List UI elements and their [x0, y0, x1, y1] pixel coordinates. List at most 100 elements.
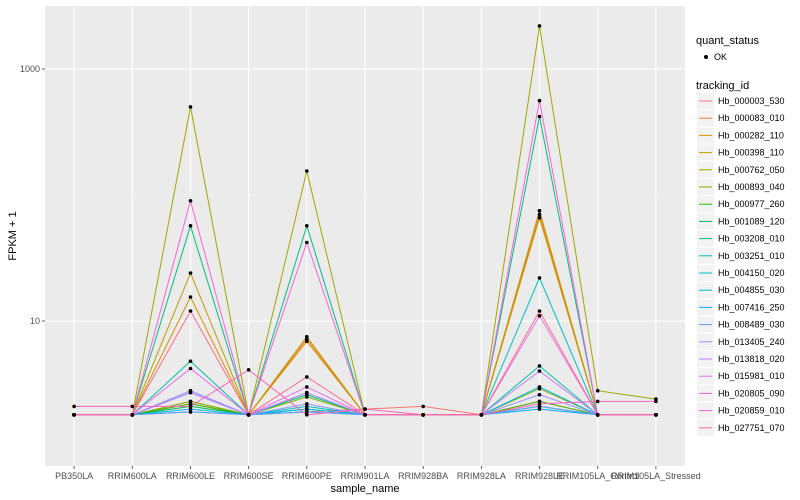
- data-point: [537, 385, 542, 389]
- data-point: [246, 368, 251, 372]
- x-tick-label: RRIM105LA_Control: [556, 471, 639, 481]
- data-point: [654, 413, 658, 417]
- y-tick-label: 1000: [20, 64, 40, 74]
- data-point: [305, 169, 309, 173]
- data-point: [421, 413, 426, 417]
- x-axis-title: sample_name: [330, 483, 399, 495]
- legend-label: Hb_000893_040: [718, 182, 785, 192]
- data-point: [537, 98, 542, 103]
- quant-status-ok-marker: [704, 55, 708, 59]
- legend-label: Hb_027751_070: [718, 423, 785, 433]
- data-point: [188, 199, 193, 203]
- series-points: [72, 24, 658, 417]
- data-point: [363, 413, 367, 417]
- data-point: [537, 314, 542, 318]
- data-point: [537, 392, 542, 397]
- data-point: [305, 375, 309, 379]
- x-tick-label: RRIM928LE: [515, 471, 564, 481]
- x-tick-label: RRIM928BA: [398, 471, 448, 481]
- legend-label: Hb_013818_020: [718, 354, 785, 364]
- data-point: [246, 413, 251, 417]
- data-point: [305, 410, 309, 414]
- grid-lines: [45, 6, 685, 466]
- data-point: [654, 399, 658, 404]
- legend-items: Hb_000003_530 Hb_000083_010 Hb_000282_110 H…: [697, 93, 785, 436]
- data-point: [188, 399, 193, 404]
- data-point: [188, 295, 193, 299]
- data-point: [188, 402, 193, 406]
- data-point: [537, 369, 542, 373]
- data-point: [130, 404, 135, 409]
- data-point: [188, 224, 193, 228]
- data-point: [305, 224, 309, 228]
- data-point: [363, 407, 367, 411]
- data-point: [188, 105, 193, 109]
- data-point: [595, 399, 600, 404]
- quant-status-legend-title: quant_status: [696, 35, 759, 47]
- data-point: [72, 413, 76, 417]
- data-point: [305, 402, 309, 406]
- legend-label: Hb_001089_120: [718, 216, 785, 226]
- data-point: [537, 212, 542, 217]
- x-tick-label: PB350LA: [55, 471, 93, 481]
- legend-label: Hb_000762_050: [718, 165, 785, 175]
- data-point: [188, 309, 193, 313]
- data-point: [305, 339, 309, 344]
- data-point: [537, 402, 542, 406]
- data-point: [188, 359, 193, 364]
- legend-label: Hb_000282_110: [718, 130, 784, 140]
- data-point: [479, 413, 484, 417]
- data-point: [595, 413, 600, 417]
- data-point: [305, 385, 309, 389]
- x-tick-label: RRIM600SE: [224, 471, 274, 481]
- legend-label: Hb_000003_530: [718, 96, 785, 106]
- data-point: [305, 413, 309, 417]
- data-point: [537, 114, 542, 119]
- data-point: [188, 390, 193, 395]
- data-point: [537, 24, 542, 28]
- x-tick-label: RRIM600PE: [282, 471, 332, 481]
- data-point: [188, 410, 193, 414]
- data-point: [305, 334, 309, 339]
- data-point: [537, 364, 542, 368]
- data-point: [305, 390, 309, 395]
- data-point: [595, 388, 600, 393]
- legend-label: Hb_004150_020: [718, 268, 785, 278]
- data-point: [537, 215, 542, 220]
- x-tick-label: RRIM901LA: [340, 471, 389, 481]
- legend-label: Hb_004855_030: [718, 285, 785, 295]
- legend-label: Hb_013405_240: [718, 337, 785, 347]
- tracking-id-legend-title: tracking_id: [696, 80, 749, 92]
- data-point: [537, 309, 542, 313]
- y-axis-title: FPKM + 1: [7, 211, 19, 260]
- legend-label: Hb_020859_010: [718, 406, 785, 416]
- data-point: [537, 404, 542, 409]
- quant-status-ok-label: OK: [714, 52, 727, 62]
- data-point: [130, 413, 135, 417]
- x-axis: PB350LA RRIM600LA RRIM600LE RRIM600SE RRIM60…: [55, 466, 701, 481]
- data-point: [72, 404, 76, 409]
- data-point: [305, 404, 309, 409]
- data-point: [188, 407, 193, 411]
- legend-label: Hb_003208_010: [718, 234, 785, 244]
- data-point: [188, 366, 193, 371]
- x-tick-label: RRIM600LE: [166, 471, 215, 481]
- data-point: [537, 399, 542, 404]
- data-point: [537, 276, 542, 280]
- legend-label: Hb_020805_090: [718, 388, 785, 398]
- legend-label: Hb_007416_250: [718, 302, 785, 312]
- data-point: [537, 208, 542, 213]
- legend-label: Hb_000977_260: [718, 199, 785, 209]
- data-point: [188, 271, 193, 275]
- data-point: [305, 240, 309, 245]
- legend-label: Hb_000083_010: [718, 113, 785, 123]
- legend-label: Hb_003251_010: [718, 251, 785, 261]
- legend-label: Hb_008489_030: [718, 320, 785, 330]
- data-point: [305, 407, 309, 411]
- legend-label: Hb_015981_010: [718, 371, 785, 381]
- x-tick-label: RRIM105LA_Stressed: [611, 471, 701, 481]
- y-tick-label: 10: [30, 316, 40, 326]
- data-point: [537, 407, 542, 411]
- y-axis: 10 1000: [20, 64, 45, 326]
